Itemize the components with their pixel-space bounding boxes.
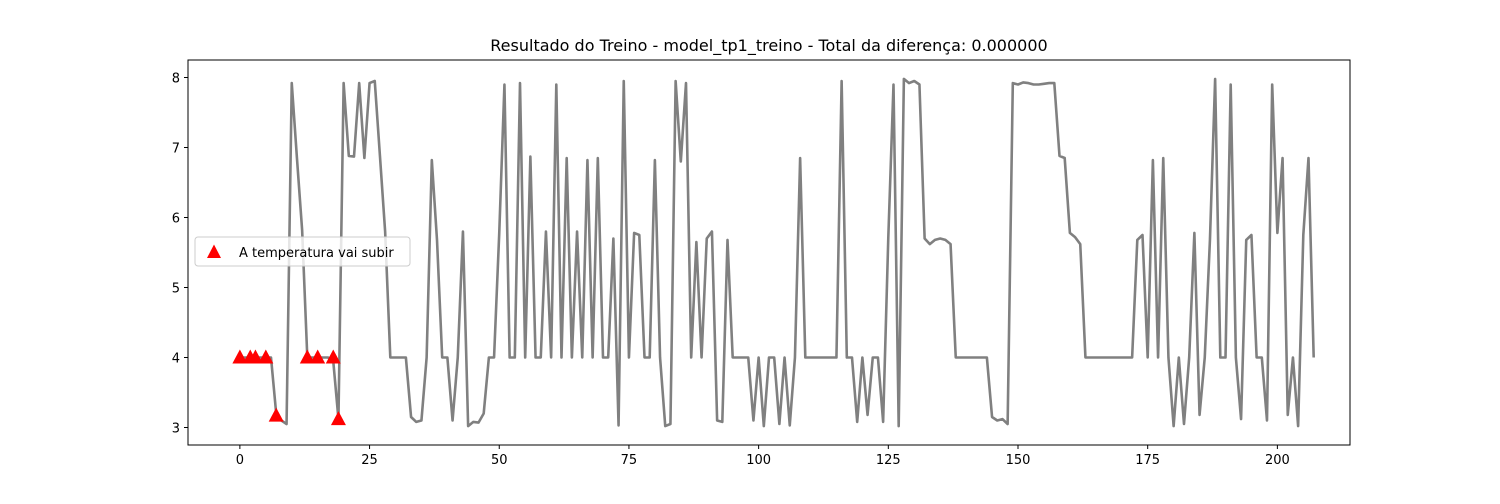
legend: A temperatura vai subir (194, 236, 411, 267)
scatter-point-triangle (310, 349, 326, 364)
scatter-point-triangle (232, 349, 248, 364)
y-tick-label: 7 (172, 142, 180, 157)
x-axis: 0 25 50 75 100 125 150 175 200 (236, 445, 1290, 468)
y-axis: 3 4 5 6 7 8 (172, 72, 188, 437)
x-tick-label: 100 (746, 453, 771, 468)
legend-label: A temperatura vai subir (239, 246, 394, 261)
plot-area-frame (187, 59, 1351, 446)
x-tick-label: 175 (1135, 453, 1160, 468)
x-tick-label: 200 (1265, 453, 1290, 468)
y-tick-label: 3 (172, 422, 180, 437)
series-line (239, 77, 1315, 428)
scatter-point-triangle (325, 349, 341, 364)
scatter-point-triangle (299, 349, 315, 364)
y-tick-label: 4 (172, 352, 180, 367)
y-tick-label: 6 (172, 212, 180, 227)
scatter-point-triangle (330, 411, 346, 426)
x-tick-label: 150 (1006, 453, 1031, 468)
y-tick-label: 5 (172, 282, 180, 297)
scatter-point-triangle (247, 349, 263, 364)
series-layer (232, 77, 1315, 428)
scatter-point-triangle (258, 349, 274, 364)
x-tick-label: 125 (876, 453, 901, 468)
x-tick-label: 75 (621, 453, 638, 468)
x-tick-label: 50 (491, 453, 508, 468)
legend-box (194, 236, 411, 267)
chart-title: Resultado do Treino - model_tp1_treino -… (490, 36, 1047, 56)
x-tick-label: 0 (236, 453, 244, 468)
legend-marker-triangle (207, 244, 221, 258)
scatter-point-triangle (268, 407, 284, 422)
y-tick-label: 8 (172, 72, 180, 87)
x-tick-label: 25 (361, 453, 378, 468)
